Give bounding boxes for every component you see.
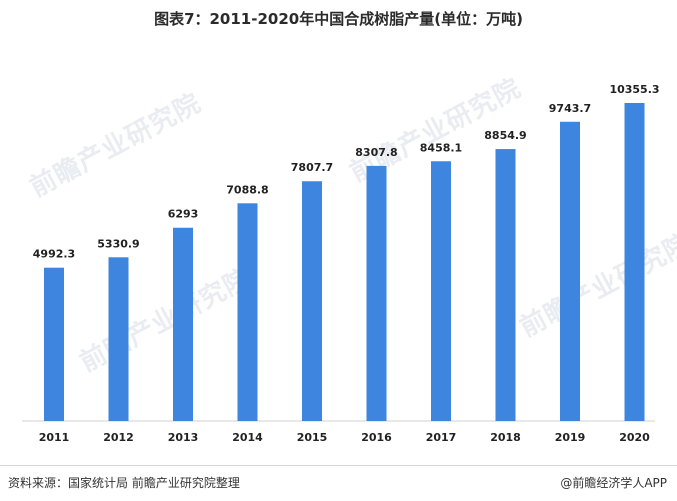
category-label-2015: 2015 xyxy=(297,431,328,444)
value-label-2012: 5330.9 xyxy=(97,237,139,250)
category-label-2016: 2016 xyxy=(361,431,392,444)
bar-chart: 4992.3 5330.9 6293 7088.8 7807.7 8307.8 8458.1… xyxy=(22,83,660,444)
value-label-2014: 7088.8 xyxy=(226,183,268,196)
bar-2017 xyxy=(431,161,451,421)
category-label-2017: 2017 xyxy=(426,431,457,444)
brand-label: @前瞻经济学人APP xyxy=(560,476,667,490)
value-label-2017: 8458.1 xyxy=(420,141,462,154)
value-label-2016: 8307.8 xyxy=(355,146,397,159)
category-label-2020: 2020 xyxy=(619,431,650,444)
value-label-2013: 6293 xyxy=(168,208,199,221)
bar-2014 xyxy=(237,203,258,421)
bar-2016 xyxy=(366,165,387,421)
category-label-2014: 2014 xyxy=(232,431,263,444)
bar-2015 xyxy=(302,181,322,421)
bar-2011 xyxy=(44,267,64,421)
bar-2018 xyxy=(495,149,516,421)
footer: 资料来源：国家统计局 前瞻产业研究院整理 @前瞻经济学人APP xyxy=(0,465,677,501)
bar-2020 xyxy=(624,103,645,421)
value-label-2018: 8854.9 xyxy=(484,129,526,142)
bar-2019 xyxy=(560,121,580,422)
value-label-2019: 9743.7 xyxy=(549,102,591,115)
category-label-2013: 2013 xyxy=(168,431,199,444)
category-label-2012: 2012 xyxy=(103,431,134,444)
category-label-2011: 2011 xyxy=(39,431,70,444)
source-note: 资料来源：国家统计局 前瞻产业研究院整理 xyxy=(8,476,240,490)
bar-2012 xyxy=(108,257,129,421)
value-label-2011: 4992.3 xyxy=(33,248,75,261)
category-label-2018: 2018 xyxy=(490,431,521,444)
bar-2013 xyxy=(173,227,193,421)
value-label-2015: 7807.7 xyxy=(291,161,333,174)
category-label-2019: 2019 xyxy=(555,431,586,444)
chart-title: 图表7：2011-2020年中国合成树脂产量(单位：万吨) xyxy=(154,10,523,28)
value-label-2020: 10355.3 xyxy=(609,83,659,96)
